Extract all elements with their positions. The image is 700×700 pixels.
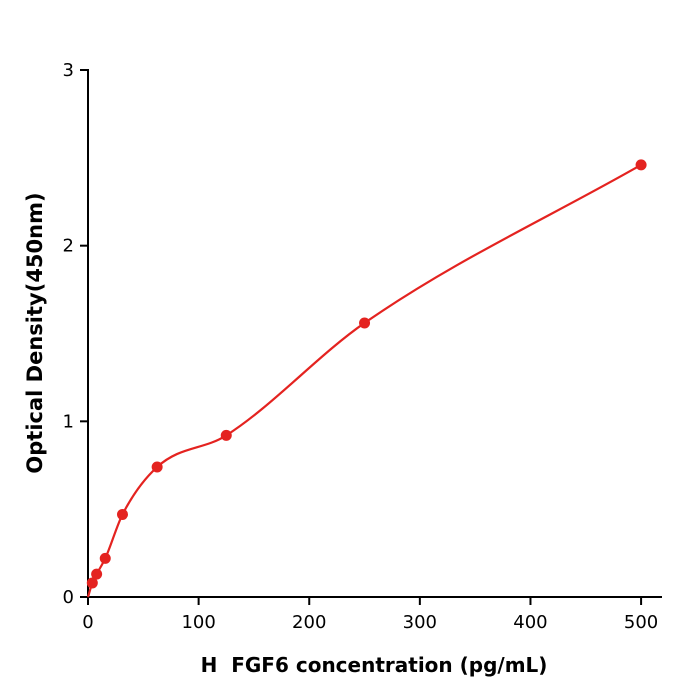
- data-point: [359, 317, 371, 329]
- x-tick-label: 500: [624, 612, 658, 633]
- y-tick-label: 3: [63, 60, 74, 81]
- data-point: [117, 508, 129, 520]
- data-point: [635, 159, 647, 171]
- x-axis-title: H FGF6 concentration (pg/mL): [201, 653, 548, 677]
- data-point: [151, 461, 163, 473]
- y-tick-label: 2: [63, 236, 74, 257]
- fit-curve-line: [86, 163, 642, 598]
- data-point: [86, 577, 98, 589]
- x-tick-label: 400: [513, 612, 547, 633]
- x-tick-label: 0: [82, 612, 93, 633]
- data-point: [220, 429, 232, 441]
- data-points: [86, 159, 647, 589]
- axis-ticks: [80, 69, 643, 605]
- y-tick-label: 0: [63, 587, 74, 608]
- y-tick-label: 1: [63, 411, 74, 432]
- x-tick-label: 300: [403, 612, 437, 633]
- x-tick-label: 200: [292, 612, 326, 633]
- data-point: [99, 552, 111, 564]
- x-tick-label: 100: [181, 612, 215, 633]
- data-point: [91, 568, 103, 580]
- axes: [87, 69, 662, 598]
- axis-tick-labels: 0 100 200 300 400 500 0 1 2 3: [63, 60, 659, 633]
- y-axis-title: Optical Density(450nm): [23, 192, 47, 473]
